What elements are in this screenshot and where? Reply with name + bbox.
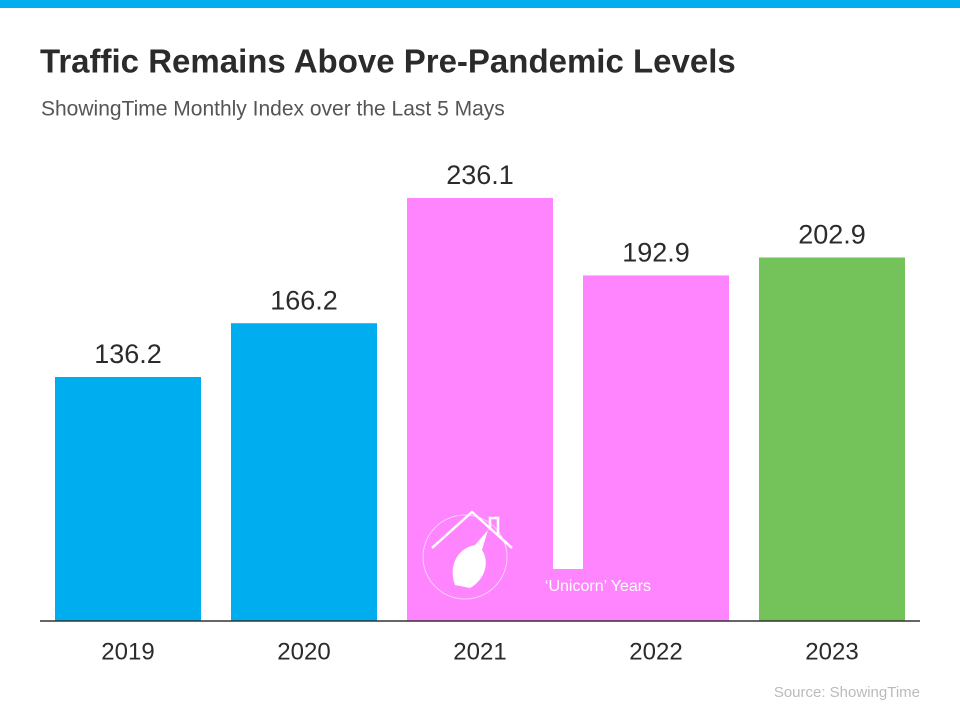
top-strip [0,0,960,8]
chart-subtitle: ShowingTime Monthly Index over the Last … [41,98,505,121]
value-label: 136.2 [94,339,162,369]
x-tick-label: 2021 [453,638,506,665]
x-tick-label: 2023 [805,638,858,665]
source: Source: ShowingTime [774,684,920,701]
value-label: 166.2 [270,285,338,315]
unicorn-icon [422,510,513,600]
annotation-bridge [550,569,586,621]
x-tick-label: 2022 [629,638,682,665]
bar [231,323,377,621]
value-label: 202.9 [798,220,866,250]
value-label: 236.1 [446,160,514,190]
annotation: ‘Unicorn’ Years [545,578,651,595]
value-label: 192.9 [622,238,690,268]
bar [55,376,201,621]
bar [759,257,905,621]
bar [583,275,729,621]
x-tick-label: 2019 [101,638,154,665]
x-tick-label: 2020 [277,638,330,665]
chart-title: Traffic Remains Above Pre-Pandemic Level… [40,43,736,80]
